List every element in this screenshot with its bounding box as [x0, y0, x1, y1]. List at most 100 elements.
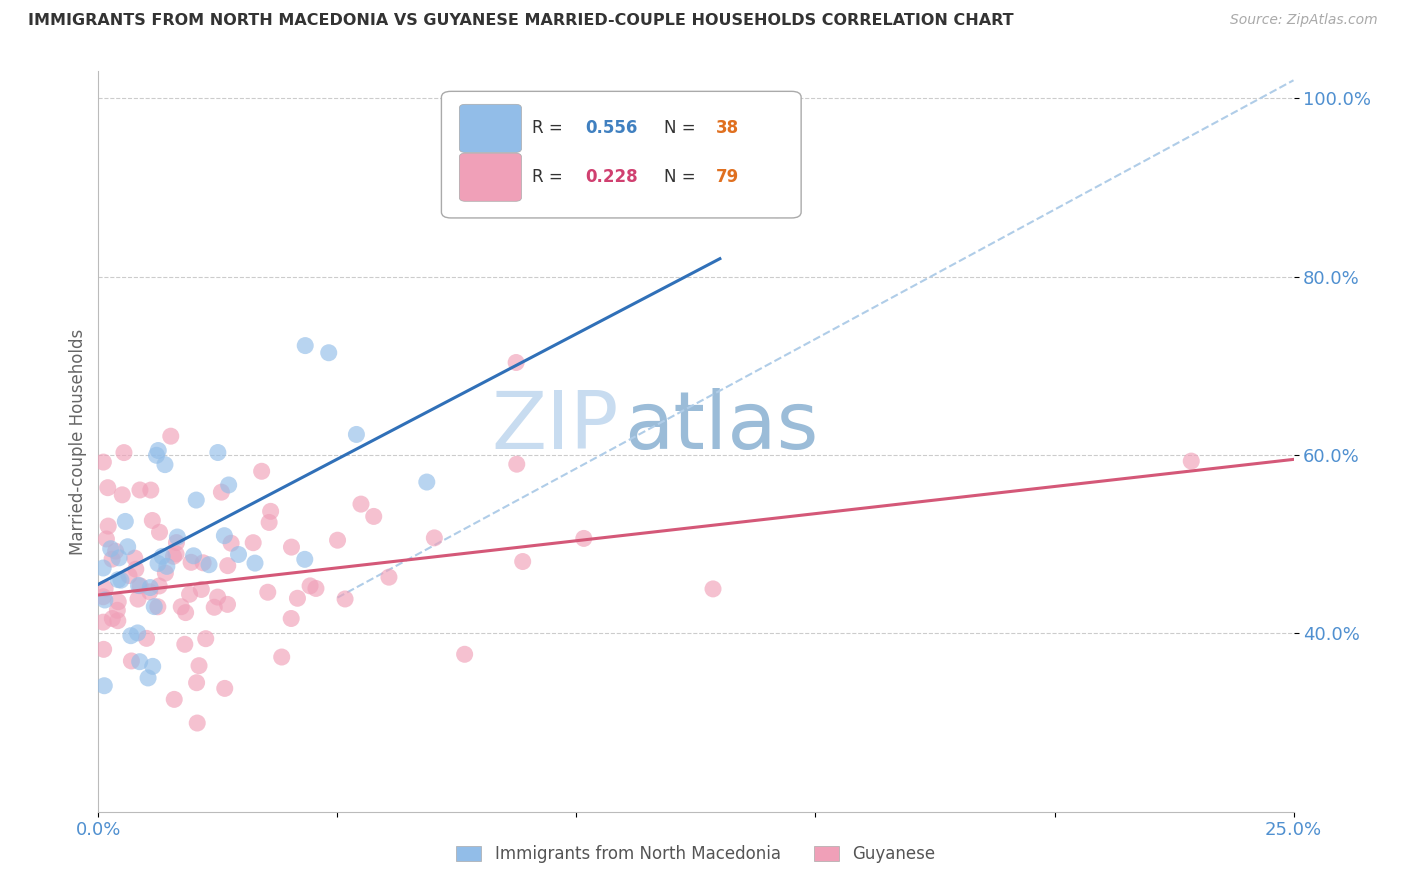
FancyBboxPatch shape — [460, 104, 522, 153]
Point — [108, 550, 131, 565]
Point — [326, 533, 349, 548]
Point — [188, 658, 211, 673]
Point — [214, 529, 236, 543]
Point — [93, 455, 115, 469]
Y-axis label: Married-couple Households: Married-couple Households — [69, 328, 87, 555]
Point — [453, 648, 475, 662]
Point — [107, 595, 129, 609]
Point — [129, 483, 152, 497]
Point — [156, 559, 179, 574]
Point — [173, 637, 195, 651]
Point — [218, 478, 240, 492]
Point — [93, 679, 115, 693]
Point — [423, 531, 446, 545]
Point — [124, 551, 146, 566]
Point — [207, 590, 229, 604]
Point — [93, 642, 115, 657]
Point — [287, 591, 309, 606]
Point — [174, 606, 197, 620]
Point — [242, 535, 264, 549]
Point — [143, 599, 166, 614]
Point — [333, 591, 356, 606]
Point — [150, 549, 173, 564]
Point — [141, 513, 163, 527]
Point — [120, 629, 142, 643]
Point — [125, 562, 148, 576]
Text: 0.228: 0.228 — [585, 169, 637, 186]
Text: atlas: atlas — [624, 388, 818, 466]
Point — [378, 570, 401, 584]
Point — [114, 515, 136, 529]
Point — [243, 556, 266, 570]
Point — [250, 464, 273, 478]
Point — [145, 448, 167, 462]
Point — [146, 599, 169, 614]
Point — [96, 532, 118, 546]
Point — [280, 540, 302, 554]
Text: IMMIGRANTS FROM NORTH MACEDONIA VS GUYANESE MARRIED-COUPLE HOUSEHOLDS CORRELATIO: IMMIGRANTS FROM NORTH MACEDONIA VS GUYAN… — [28, 13, 1014, 29]
Point — [294, 338, 316, 352]
Point — [344, 427, 367, 442]
Point — [162, 549, 184, 564]
Point — [94, 582, 117, 596]
Point — [318, 345, 340, 359]
Point — [416, 475, 439, 489]
Point — [198, 558, 221, 572]
Point — [183, 549, 205, 563]
Text: R =: R = — [533, 169, 568, 186]
Point — [142, 659, 165, 673]
Point — [107, 573, 129, 587]
Point — [170, 599, 193, 614]
Point — [153, 458, 176, 472]
Point — [623, 180, 645, 194]
Point — [155, 566, 177, 580]
Point — [166, 530, 188, 544]
Point — [128, 578, 150, 592]
Point — [166, 535, 188, 549]
Text: N =: N = — [664, 120, 700, 137]
Point — [107, 614, 129, 628]
Text: ZIP: ZIP — [491, 388, 619, 466]
Point — [136, 671, 159, 685]
Point — [105, 603, 128, 617]
Point — [299, 579, 322, 593]
Point — [294, 552, 316, 566]
Point — [572, 532, 595, 546]
Point — [101, 552, 124, 566]
Point — [1180, 454, 1202, 468]
Point — [159, 429, 181, 443]
Point — [305, 582, 328, 596]
Point — [186, 716, 208, 731]
Point — [186, 493, 208, 508]
Point — [163, 692, 186, 706]
Point — [363, 509, 385, 524]
Text: 0.556: 0.556 — [585, 120, 637, 137]
Point — [101, 611, 124, 625]
Point — [91, 561, 114, 575]
Point — [702, 582, 724, 596]
Point — [91, 615, 114, 629]
Point — [139, 483, 162, 497]
FancyBboxPatch shape — [460, 153, 522, 202]
Point — [219, 536, 242, 550]
Point — [505, 355, 527, 369]
Point — [117, 540, 139, 554]
FancyBboxPatch shape — [441, 91, 801, 218]
Point — [97, 519, 120, 533]
Point — [139, 581, 162, 595]
Point — [259, 504, 281, 518]
Point — [146, 557, 169, 571]
Text: 38: 38 — [716, 120, 740, 137]
Point — [270, 650, 292, 665]
Point — [207, 445, 229, 459]
Legend: Immigrants from North Macedonia, Guyanese: Immigrants from North Macedonia, Guyanes… — [450, 838, 942, 870]
Point — [127, 626, 149, 640]
Point — [148, 525, 170, 540]
Point — [217, 598, 239, 612]
Point — [118, 568, 141, 582]
Point — [112, 445, 135, 459]
Point — [148, 579, 170, 593]
Point — [209, 485, 232, 500]
Point — [214, 681, 236, 696]
Point — [100, 541, 122, 556]
